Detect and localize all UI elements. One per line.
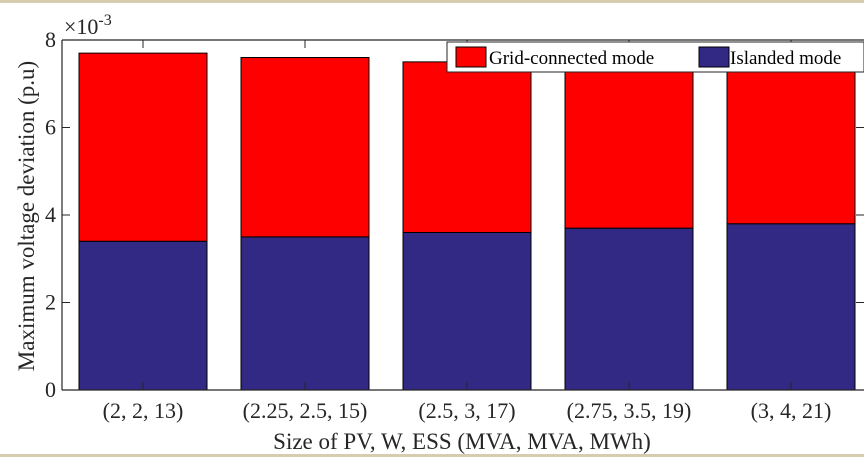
bars-group — [78, 52, 856, 391]
bar-islanded-4 — [564, 227, 694, 391]
y-tick-label: 0 — [45, 377, 56, 402]
legend-label-islanded: Islanded mode — [730, 48, 841, 69]
bar-grid-connected-2 — [240, 57, 370, 238]
x-axis-label: Size of PV, W, ESS (MVA, MVA, MWh) — [273, 429, 651, 454]
legend: Grid-connected mode Islanded mode — [446, 41, 864, 73]
bar-islanded-5 — [726, 223, 856, 391]
bar-grid-connected-4 — [564, 65, 694, 229]
legend-box — [446, 41, 864, 73]
y-tick-label: 8 — [45, 27, 56, 52]
bar-grid-connected-3 — [402, 61, 532, 233]
x-tick-label: (2.75, 3.5, 19) — [567, 398, 692, 423]
y-tick-label: 6 — [45, 115, 56, 140]
bar-islanded-1 — [78, 240, 208, 391]
bar-islanded-2 — [240, 236, 370, 391]
legend-swatch-islanded — [698, 46, 730, 68]
x-tick-label: (2, 2, 13) — [103, 398, 184, 423]
y-scale-base: ×10 — [64, 14, 98, 39]
y-tick-label: 2 — [45, 290, 56, 315]
bar-grid-connected-5 — [726, 70, 856, 225]
x-tick-label: (2.5, 3, 17) — [418, 398, 515, 423]
bar-grid-connected-1 — [78, 52, 208, 242]
x-tick-label: (3, 4, 21) — [751, 398, 832, 423]
y-scale-multiplier: ×10-3 — [64, 12, 112, 39]
legend-swatch-grid-connected — [455, 46, 487, 68]
y-tick-label: 4 — [45, 202, 56, 227]
ticks-group: 0 2 4 6 8 (2, 2, 13) (2.25, 2.5, 15) (2.5, 3, 1… — [45, 27, 864, 423]
y-axis-label: Maximum voltage deviation (p.u) — [14, 61, 39, 371]
legend-label-grid-connected: Grid-connected mode — [489, 48, 654, 69]
x-tick-label: (2.25, 2.5, 15) — [243, 398, 368, 423]
bar-islanded-3 — [402, 232, 532, 391]
y-scale-exponent: -3 — [98, 12, 111, 29]
